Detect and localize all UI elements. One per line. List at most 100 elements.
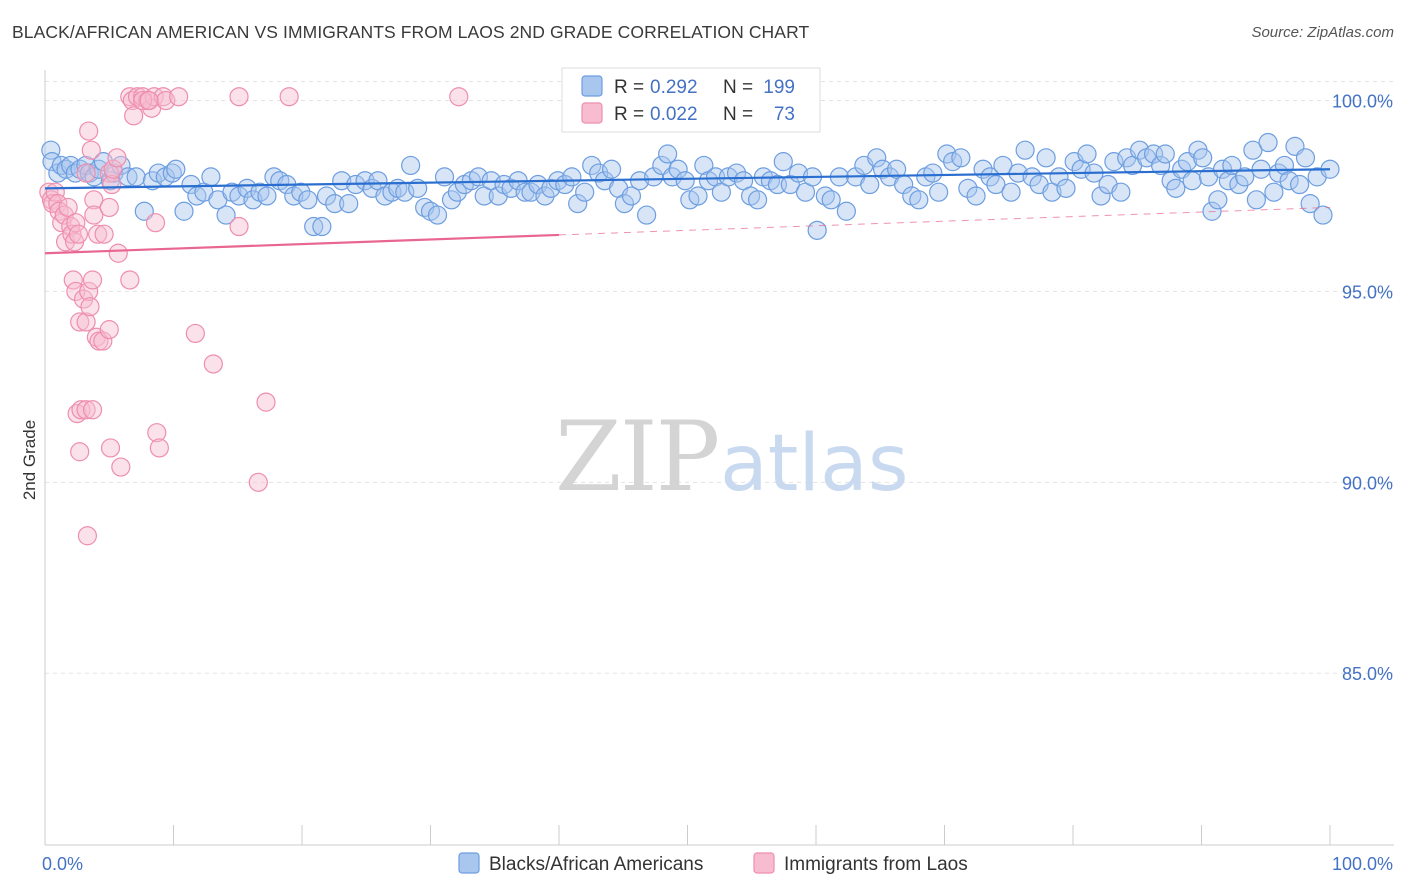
point-blacks-95 bbox=[658, 144, 678, 164]
point-blacks-145 bbox=[1001, 182, 1021, 202]
point-laos-47 bbox=[122, 90, 142, 111]
point-blacks-187 bbox=[1258, 132, 1278, 153]
point-laos-28 bbox=[71, 400, 91, 420]
point-blacks-132 bbox=[909, 190, 929, 210]
point-blacks-61 bbox=[427, 205, 448, 225]
chart-title: BLACK/AFRICAN AMERICAN VS IMMIGRANTS FRO… bbox=[12, 22, 810, 42]
point-blacks-17 bbox=[126, 167, 146, 187]
point-laos-31 bbox=[70, 442, 90, 462]
point-blacks-194 bbox=[1295, 148, 1316, 168]
point-blacks-120 bbox=[821, 190, 841, 210]
legend-n-label-pink: N = bbox=[723, 104, 753, 125]
point-blacks-183 bbox=[1235, 167, 1255, 187]
y-tick-label-1: 90.0% bbox=[1342, 473, 1393, 493]
point-blacks-84 bbox=[582, 155, 602, 176]
point-blacks-45 bbox=[316, 186, 337, 206]
point-blacks-100 bbox=[688, 186, 708, 206]
point-laos-26 bbox=[99, 320, 119, 340]
point-blacks-46 bbox=[325, 194, 345, 214]
point-blacks-139 bbox=[958, 178, 978, 198]
point-laos-58 bbox=[449, 87, 469, 107]
point-laos-67 bbox=[256, 392, 276, 412]
point-blacks-142 bbox=[980, 167, 1000, 187]
point-laos-62 bbox=[108, 243, 128, 263]
point-blacks-140 bbox=[966, 186, 986, 206]
point-blacks-41 bbox=[291, 182, 311, 202]
point-blacks-135 bbox=[929, 182, 949, 202]
watermark-zip: ZIP bbox=[555, 401, 718, 513]
point-laos-33 bbox=[111, 457, 131, 477]
point-blacks-182 bbox=[1229, 174, 1249, 195]
point-laos-44 bbox=[99, 197, 119, 218]
point-blacks-18 bbox=[134, 201, 154, 221]
source-label: Source: ZipAtlas.com bbox=[1251, 24, 1394, 41]
watermark-atlas: atlas bbox=[720, 419, 909, 509]
point-laos-63 bbox=[120, 270, 140, 290]
point-laos-4 bbox=[48, 194, 68, 214]
point-laos-64 bbox=[145, 213, 166, 233]
point-laos-65 bbox=[185, 323, 205, 344]
point-blacks-118 bbox=[807, 220, 827, 240]
point-blacks-122 bbox=[836, 201, 856, 221]
x-tick-labels: 0.0% 100.0% bbox=[42, 854, 1393, 874]
point-laos-29 bbox=[76, 400, 96, 420]
point-blacks-160 bbox=[1104, 152, 1124, 172]
point-blacks-197 bbox=[1313, 205, 1333, 225]
point-laos-21 bbox=[80, 297, 100, 317]
point-blacks-173 bbox=[1182, 171, 1202, 191]
point-laos-69 bbox=[147, 423, 167, 443]
point-laos-20 bbox=[79, 281, 99, 302]
legend-r-value-blue: 0.292 bbox=[650, 77, 698, 98]
point-blacks-193 bbox=[1290, 174, 1310, 195]
point-blacks-23 bbox=[166, 159, 186, 179]
point-blacks-153 bbox=[1056, 178, 1076, 198]
point-blacks-170 bbox=[1166, 178, 1186, 198]
point-laos-59 bbox=[124, 106, 144, 126]
point-blacks-178 bbox=[1208, 190, 1228, 210]
point-blacks-161 bbox=[1111, 182, 1131, 202]
bottom-legend-swatch-blue bbox=[458, 852, 480, 874]
point-laos-17 bbox=[70, 312, 90, 332]
legend-n-label-blue: N = bbox=[723, 77, 753, 98]
bottom-legend-swatch-pink bbox=[753, 852, 775, 874]
point-blacks-150 bbox=[1036, 148, 1056, 168]
point-laos-37 bbox=[79, 121, 99, 141]
watermark: ZIP atlas bbox=[555, 401, 909, 513]
legend-swatch-blue bbox=[581, 75, 603, 97]
point-laos-43 bbox=[103, 159, 123, 179]
point-laos-54 bbox=[156, 90, 176, 111]
point-blacks-127 bbox=[872, 159, 893, 179]
point-blacks-87 bbox=[601, 159, 622, 179]
point-laos-42 bbox=[102, 174, 122, 195]
point-laos-61 bbox=[139, 90, 159, 111]
point-blacks-43 bbox=[304, 216, 324, 237]
point-laos-14 bbox=[68, 224, 89, 244]
point-laos-60 bbox=[133, 90, 153, 111]
point-blacks-89 bbox=[614, 194, 635, 214]
point-blacks-19 bbox=[142, 171, 163, 191]
point-laos-72 bbox=[94, 224, 114, 244]
point-blacks-148 bbox=[1022, 167, 1042, 187]
point-blacks-143 bbox=[986, 174, 1006, 195]
point-blacks-185 bbox=[1246, 190, 1267, 210]
point-blacks-158 bbox=[1091, 186, 1111, 206]
point-laos-30 bbox=[82, 400, 103, 420]
point-laos-35 bbox=[81, 140, 101, 160]
trend-line-laos-solid bbox=[44, 233, 560, 255]
point-blacks-175 bbox=[1193, 148, 1213, 168]
point-blacks-44 bbox=[312, 216, 332, 237]
point-blacks-184 bbox=[1243, 140, 1263, 160]
legend-swatch-pink bbox=[581, 102, 603, 124]
point-laos-25 bbox=[93, 331, 113, 351]
point-laos-39 bbox=[84, 205, 104, 225]
y-tick-label-3: 100.0% bbox=[1332, 92, 1393, 112]
point-blacks-85 bbox=[589, 163, 609, 183]
legend-r-label-pink: R = bbox=[614, 104, 644, 125]
point-blacks-48 bbox=[339, 194, 359, 214]
series-legend: Blacks/African Americans Immigrants from… bbox=[458, 852, 968, 875]
trend-line-laos-dashed bbox=[558, 206, 1331, 236]
legend-r-label-blue: R = bbox=[614, 77, 644, 98]
point-blacks-125 bbox=[860, 174, 880, 195]
point-laos-13 bbox=[66, 213, 86, 233]
